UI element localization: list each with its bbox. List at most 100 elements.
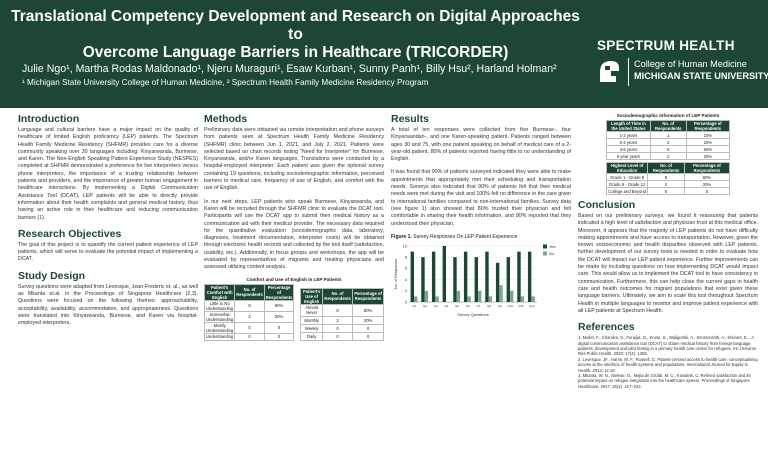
x-tick-label: Q11 (518, 304, 524, 308)
bar-no (531, 296, 535, 302)
x-tick-label: Q12 (529, 304, 535, 308)
table-cell: 20% (352, 316, 384, 325)
table-header: Patient's Use of English (300, 287, 323, 305)
table-cell: 20% (263, 310, 295, 323)
table-row: Mostly Understanding 0 0 (203, 321, 295, 334)
table-cell: 10% (685, 131, 731, 139)
bar-yes (410, 251, 415, 302)
bar-yes (517, 251, 521, 302)
methods-text-1: Preliminary data were obtained via remot… (204, 127, 384, 192)
references-section: References 1. Muller, F., Chandra, S., F… (578, 321, 758, 389)
results-heading: Results (391, 113, 429, 125)
table-header: No. of Respondents (234, 283, 265, 301)
table-cell: Grade 1 - Grade 8 (605, 173, 649, 181)
table-cell: 0 (647, 187, 685, 195)
x-tick-label: Q6 (466, 304, 470, 308)
figure-1-title: Survey Responses On LEP Patient Experien… (413, 233, 518, 240)
references-heading: References (578, 321, 635, 334)
table-row: Grade 1 - Grade 8 8 80% (605, 173, 731, 181)
table-cell: Weekly (300, 323, 323, 333)
table-cell: College and Beyond (605, 187, 649, 195)
affiliations: ¹ Michigan State University College of H… (22, 78, 429, 87)
table-cell: Mostly Understanding (203, 321, 236, 334)
study-design-heading: Study Design (18, 269, 86, 282)
column-left: Introduction Language and cultural barri… (18, 113, 198, 334)
bar-yes (527, 251, 532, 302)
table-row: College and Beyond 0 0 (605, 187, 731, 195)
table-cell: 0 (263, 321, 295, 334)
legend-label: No (549, 251, 555, 256)
table-cell: 0 (234, 332, 265, 341)
x-tick-label: Q8 (487, 304, 491, 308)
table-cell: 1-2 years (606, 131, 651, 139)
table-cell: 1 (649, 131, 687, 139)
bar-yes (431, 251, 436, 302)
table-cell: 20% (685, 152, 731, 160)
conclusion-heading: Conclusion (578, 199, 636, 211)
column-methods: Methods Preliminary data were obtained v… (203, 113, 384, 341)
introduction-text: Language and cultural barriers have a ma… (18, 127, 198, 221)
bar-no (478, 290, 482, 302)
bar-no (510, 290, 514, 302)
study-design-section: Study Design Survey questions were adapt… (18, 270, 198, 328)
table-cell: 50% (685, 145, 731, 153)
table-cell: 2 (321, 316, 354, 325)
table-cell: 0 (321, 331, 354, 341)
spartan-helmet-icon (600, 61, 619, 82)
title-line-1: Translational Competency Development and… (11, 8, 580, 43)
bar-no (499, 285, 503, 302)
x-axis-label: Survey Questions (457, 312, 489, 317)
figure-1-label: Figure 1. (391, 233, 412, 240)
table-cell: 0 (263, 332, 295, 341)
table-cell: 0 (352, 331, 384, 341)
table-cell: 8 (647, 173, 685, 181)
demographics-table-caption: Sociodemographic Information of LEP Pati… (616, 113, 720, 118)
table-cell: 5 (649, 145, 687, 153)
table-row: Weekly 0 0 (300, 323, 384, 333)
table-cell: 0 (321, 323, 354, 333)
table-cell: 4-6 years (606, 145, 651, 153)
table-row: 1-2 years 1 10% (606, 131, 731, 139)
y-tick-label: 2 (405, 288, 408, 293)
title-line-2: Overcome Language Barriers in Healthcare… (82, 44, 509, 61)
table-header: No. of Respondents (321, 287, 354, 305)
poster-title: Translational Competency Development and… (8, 8, 583, 62)
bar-yes (421, 257, 425, 302)
bar-no (520, 296, 525, 302)
use-table: Patient's Use of English No. of Responde… (300, 287, 384, 341)
table-row: 6 year years 2 20% (606, 152, 731, 160)
y-tick-label: 6 (405, 266, 408, 271)
x-tick-label: Q10 (507, 304, 513, 308)
comfort-use-tables: Patient's Comfort with English No. of Re… (203, 283, 384, 341)
table-header: Highest Level of Education (605, 162, 649, 174)
table-header: Percentage of Respondents (263, 283, 295, 301)
bar-yes (495, 262, 500, 302)
table-row: 2-4 years 2 20% (606, 138, 731, 146)
bar-yes (485, 251, 489, 302)
table-cell: Little to No Understanding (203, 299, 236, 312)
study-design-text: Survey questions were adapted from Leves… (18, 283, 198, 327)
introduction-section: Introduction Language and cultural barri… (18, 113, 198, 222)
table-header: No. of Respondents (649, 120, 687, 132)
legend-label: Yes (549, 244, 556, 249)
methods-heading: Methods (204, 113, 248, 125)
x-tick-label: Q9 (498, 304, 502, 308)
y-tick-label: 4 (405, 277, 408, 282)
table-cell: 80% (263, 299, 295, 312)
table-cell: 2-4 years (606, 138, 651, 146)
legend-swatch (543, 251, 547, 256)
table-cell: 8 (234, 299, 265, 312)
table-row: 4-6 years 5 50% (606, 145, 731, 153)
logo-divider (628, 58, 629, 86)
y-tick-label: 0 (405, 299, 408, 304)
reference-item: 2. Levesque, JF., Harris, M. F., Russell… (578, 356, 758, 373)
education-table: Highest Level of Education No. of Respon… (605, 162, 731, 195)
figure-1-caption: Figure 1. Survey Responses On LEP Patien… (391, 234, 571, 240)
table-header: No. of Respondents (647, 162, 685, 174)
bar-no (456, 290, 461, 302)
table-cell: 20% (685, 138, 731, 146)
conclusion-text: Based on our preliminary surveys, we fou… (578, 213, 758, 314)
comfort-table-caption: Comfort and Use of English in LEP Patien… (246, 276, 342, 282)
bar-yes (453, 257, 457, 302)
y-tick-label: 8 (405, 254, 408, 259)
